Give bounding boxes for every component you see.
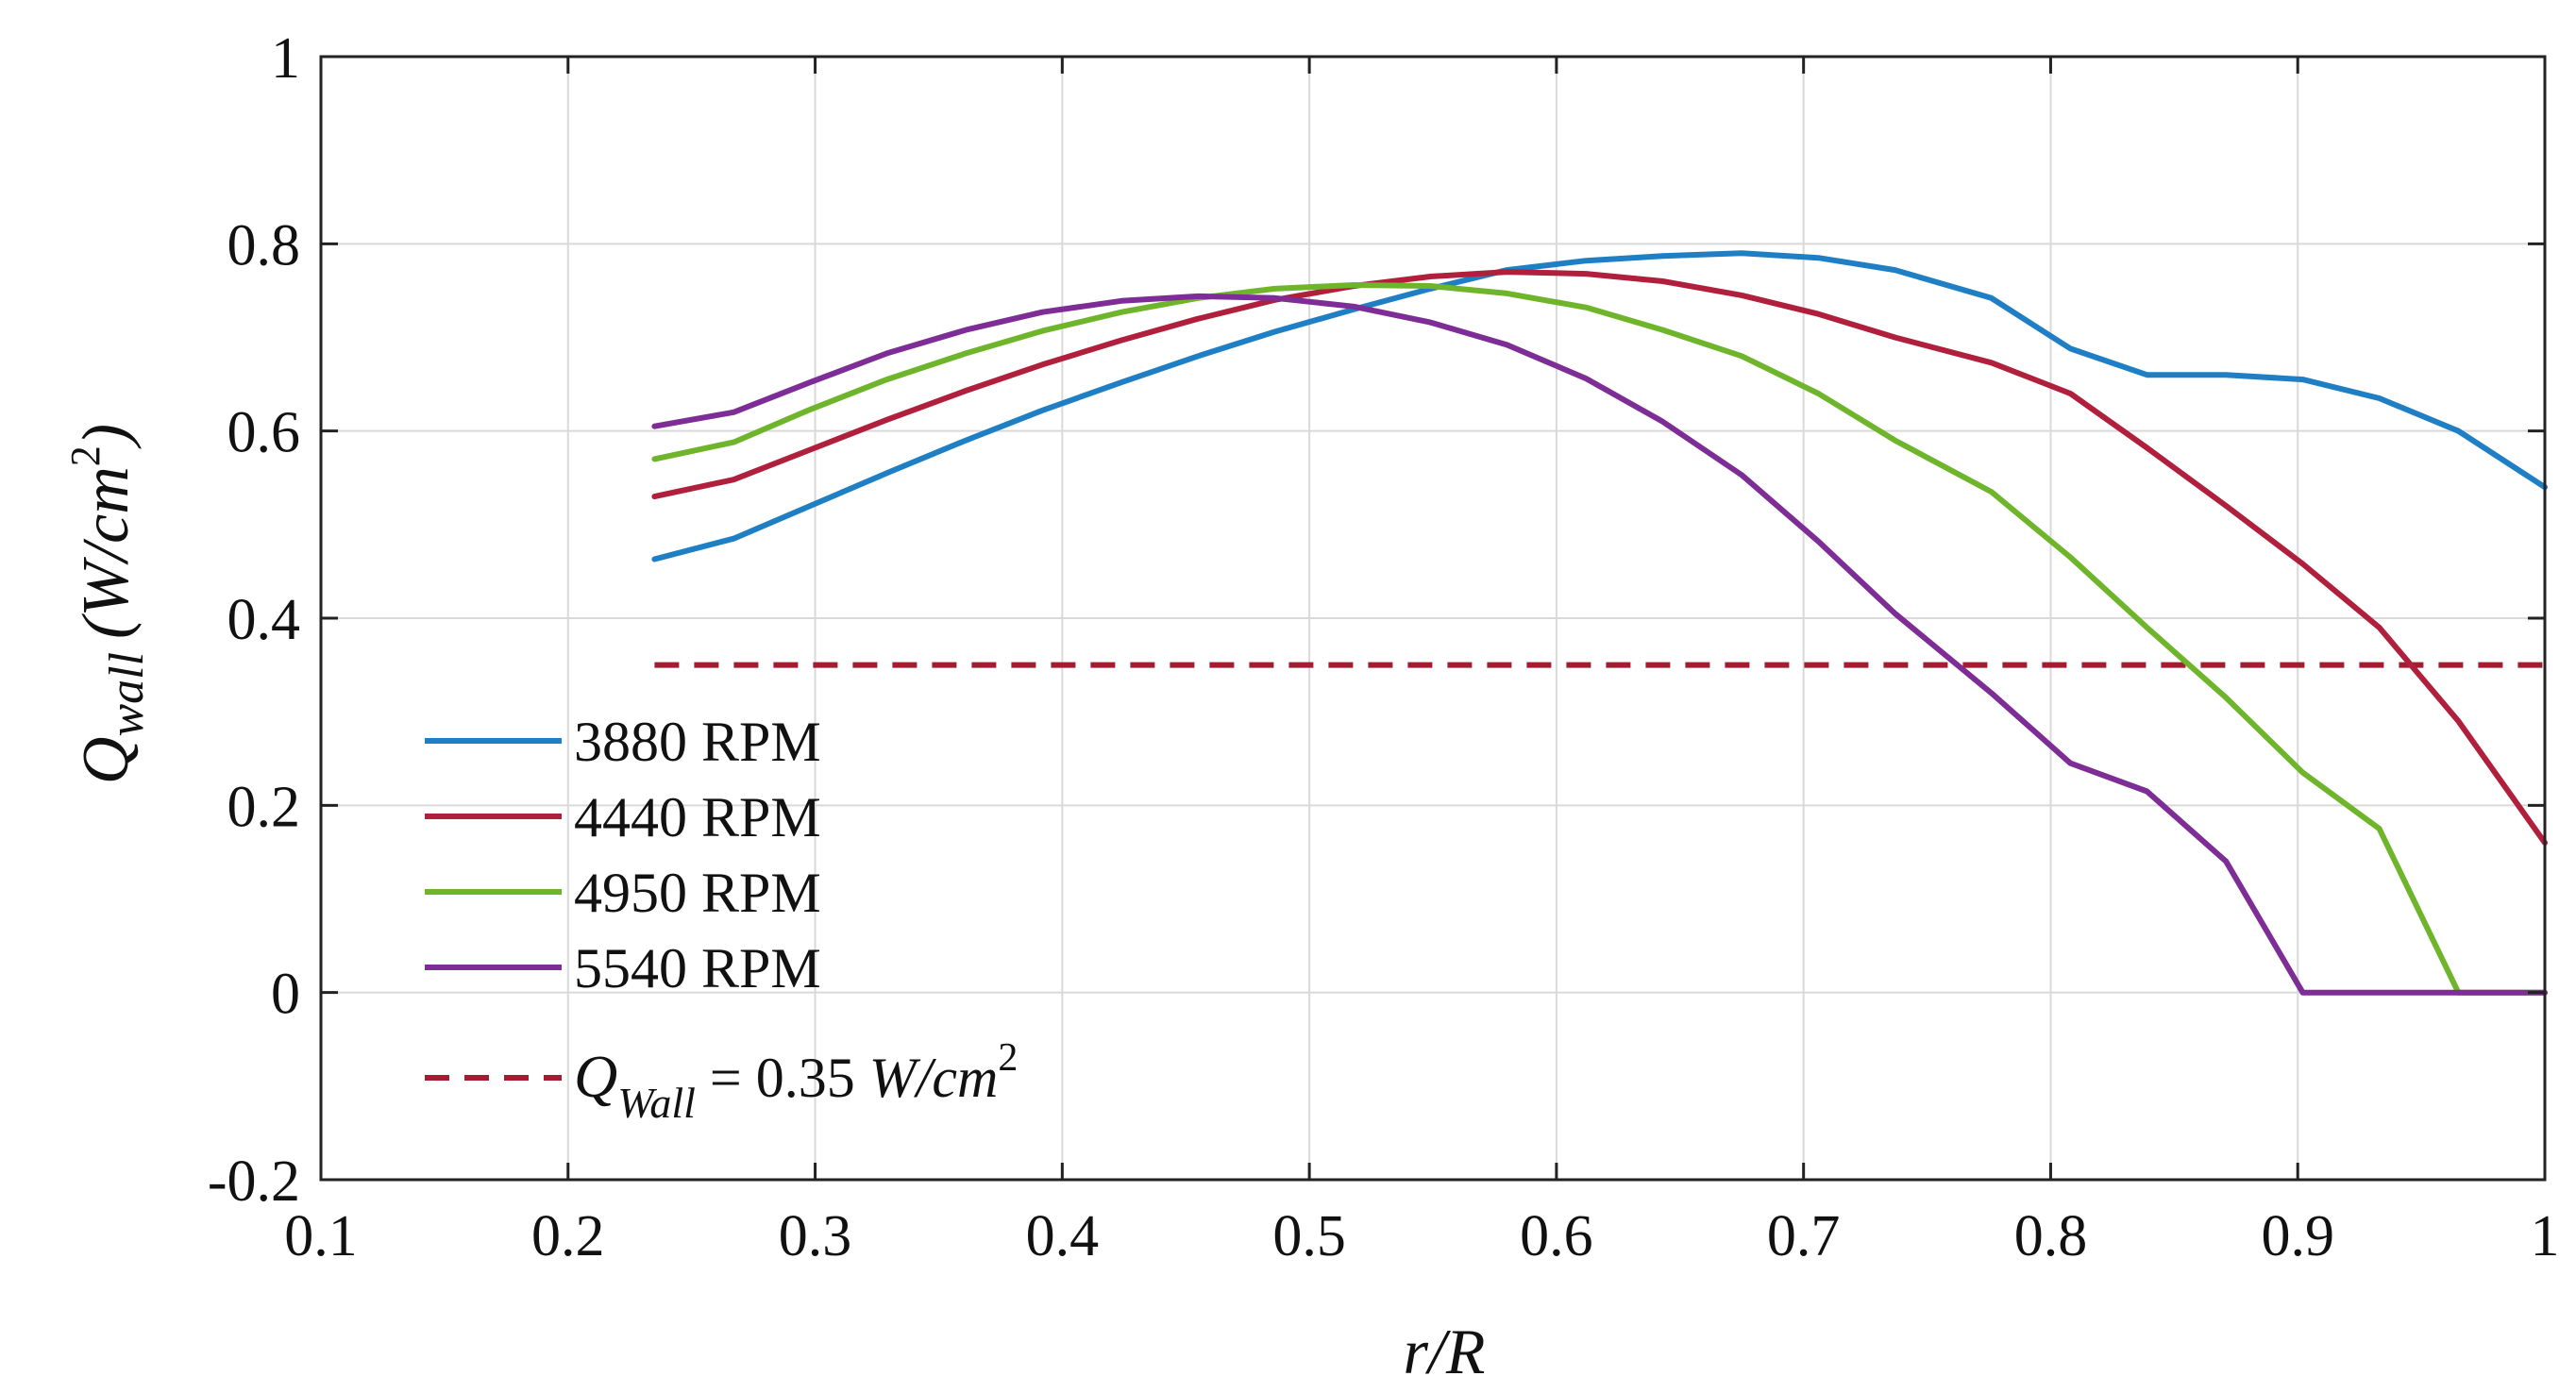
legend-label: 3880 RPM — [574, 711, 821, 773]
x-tick-label: 0.3 — [779, 1204, 852, 1268]
series-line-3880-rpm — [651, 250, 2548, 562]
legend-label: 4950 RPM — [574, 862, 821, 924]
y-axis-symbol: Q — [70, 737, 143, 785]
reference-unit: W/cm — [869, 1047, 999, 1109]
series-lines — [651, 250, 2548, 996]
y-axis-unit-open: (W/cm — [70, 466, 143, 639]
tick-labels: 0.1 0.2 0.3 0.4 0.5 0.6 0.7 0.8 0.9 1 -0.2 0 0.2 0.4 0… — [208, 26, 2560, 1268]
y-tick-label: 0 — [271, 963, 300, 1027]
x-tick-label: 0.6 — [1520, 1204, 1593, 1268]
y-axis-subscript: wall — [100, 652, 154, 737]
legend-label: 5540 RPM — [574, 937, 821, 999]
legend-entry: 3880 RPM — [425, 711, 821, 773]
series-line-4950-rpm — [651, 282, 2548, 996]
y-axis-unit-close: ) — [70, 424, 143, 449]
legend-label-reference: QWall = 0.35 W/cm2 — [574, 1036, 1018, 1127]
x-tick-label: 0.2 — [531, 1204, 605, 1268]
reference-value: = 0.35 — [696, 1047, 869, 1109]
y-tick-label: 0.4 — [227, 588, 301, 652]
axes — [319, 55, 2547, 1182]
y-tick-label: 0.2 — [227, 775, 301, 839]
legend-entry: 5540 RPM — [425, 937, 821, 999]
legend-entry: 4440 RPM — [425, 786, 821, 848]
legend-label: 4440 RPM — [574, 786, 821, 848]
x-tick-label: 0.8 — [2014, 1204, 2088, 1268]
reference-subscript: Wall — [617, 1079, 696, 1127]
y-tick-label: 0.6 — [227, 401, 301, 465]
legend-entry-reference: QWall = 0.35 W/cm2 — [425, 1036, 1018, 1127]
y-tick-label: 1 — [271, 26, 300, 91]
x-tick-label: 0.5 — [1272, 1204, 1346, 1268]
grid — [320, 56, 2546, 1181]
x-tick-label: 0.7 — [1767, 1204, 1841, 1268]
x-tick-label: 1 — [2531, 1204, 2560, 1268]
legend: 3880 RPM 4440 RPM 4950 RPM 5540 RPM QWall =… — [425, 711, 1018, 1127]
y-tick-label: 0.8 — [227, 213, 301, 277]
reference-symbol: Q — [574, 1043, 617, 1110]
y-tick-label: -0.2 — [208, 1150, 300, 1214]
x-tick-label: 0.9 — [2261, 1204, 2334, 1268]
legend-entry: 4950 RPM — [425, 862, 821, 924]
x-tick-label: 0.4 — [1026, 1204, 1100, 1268]
series-line-4440-rpm — [651, 269, 2548, 846]
x-tick-label: 0.1 — [284, 1204, 358, 1268]
series-line-5540-rpm — [651, 293, 2548, 996]
reference-unit-sup: 2 — [998, 1036, 1018, 1080]
x-axis-label: r/R — [1404, 1316, 1486, 1387]
y-axis-unit-sup: 2 — [62, 445, 109, 466]
y-axis-label: Qwall (W/cm2) — [62, 424, 154, 784]
